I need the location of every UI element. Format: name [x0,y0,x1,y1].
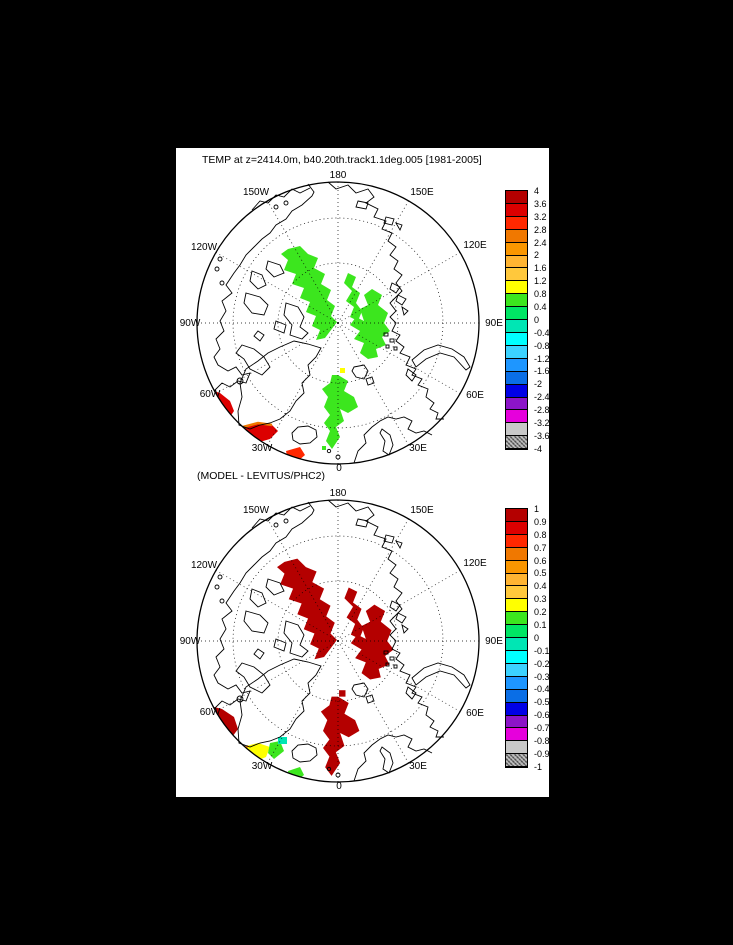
small-specks [322,329,382,450]
meridian-label: 120W [191,560,218,571]
colorbar-cell [506,320,527,333]
colorbar-cell [506,547,527,561]
colorbar-cell [506,560,527,574]
fram-point-patch [339,690,346,697]
meridian-label: 30E [409,761,427,772]
pole-sliver-patch [344,273,362,321]
colorbar-cell [506,625,527,639]
colorbar-cell [506,307,527,321]
colorbar-cell [506,650,527,664]
colorbar-cell [506,397,527,411]
colorbar-cell [506,728,527,742]
colorbar-cell [506,586,527,600]
colorbar-cell [506,332,527,346]
irminger-fringe [242,421,273,429]
colorbar-cell [506,358,527,372]
small-specks [373,647,386,668]
meridian-label: 0 [336,781,342,792]
fram-point-patch [340,368,345,373]
colorbar-cell [506,638,527,651]
colorbar-cell [506,663,527,677]
meridian-label: 180 [330,488,347,499]
colorbar-cell [506,702,527,716]
colorbar-cell [506,268,527,282]
colorbar-cell [506,191,527,204]
meridian-label: 120E [463,558,487,569]
meridian-label: 90W [180,318,201,329]
anomaly-patches-top [204,182,390,461]
meridian-label: 60W [200,707,221,718]
colorbar-bottom: 1 0.9 0.8 0.7 0.6 0.5 0.4 0.3 0.2 0.1 0 -0.1 -0.2 -0.… [505,505,549,771]
colorbar-cell [506,410,527,424]
plot-subtitle: (MODEL - LEVITUS/PHC2) [197,470,325,482]
meridian-label: 90W [180,636,201,647]
fram-strait-patch [322,375,358,449]
irminger-teal-spot [278,737,287,744]
colorbar-cell [506,384,527,398]
colorbar-cell [506,203,527,217]
meridian-label: 60E [466,390,484,401]
colorbar-cell [506,599,527,613]
colorbar-cell [506,371,527,385]
meridian-label: 120E [463,240,487,251]
colorbar-cell [506,229,527,243]
meridian-label: 90E [485,318,503,329]
colorbar-cell [506,715,527,729]
meridian-label: 150E [410,187,434,198]
colorbar-cell [506,255,527,269]
colorbar-cell [506,741,527,755]
colorbar-cell [506,573,527,587]
meridian-label: 0 [336,463,342,474]
colorbar-cell [506,689,527,703]
colorbar-cell [506,509,527,522]
meridian-label: 60E [466,708,484,719]
meridian-label: 150E [410,505,434,516]
meridian-label: 150W [243,187,270,198]
meridian-labels-bottom: 180 150W 120W 90W 60W 30W 0 30E 60E 90E … [180,488,504,792]
colorbar-cell [506,423,527,437]
colorbar-cell [506,612,527,626]
central-arctic-patch [281,246,337,340]
colorbar-ticks: 4 3.6 3.2 2.8 2.4 2 1.6 1.2 0.8 0.4 0 -0.4 -0.8 -1.2-… [534,186,549,454]
colorbar-top: 4 3.6 3.2 2.8 2.4 2 1.6 1.2 0.8 0.4 0 -0.4 -0.8 -1.2-… [505,187,549,453]
meridian-label: 90E [485,636,503,647]
meridian-label: 60W [200,389,221,400]
arctic-map-top: 180 150W 120W 90W 60W 30W 0 30E 60E 90E … [180,170,504,474]
irminger-green-patch [268,741,284,759]
meridian-label: 30E [409,443,427,454]
colorbar-cell [506,294,527,308]
meridian-label: 120W [191,242,218,253]
colorbar-cell [506,216,527,230]
meridian-labels-top: 180 150W 120W 90W 60W 30W 0 30E 60E 90E … [180,170,504,474]
arctic-map-bottom: 180 150W 120W 90W 60W 30W 0 30E 60E 90E … [180,488,504,792]
plot-title: TEMP at z=2414.0m, b40.20th.track1.1deg.… [202,154,482,166]
meridian-label: 150W [243,505,270,516]
colorbar-cell [506,345,527,359]
colorbar-cell [506,521,527,535]
colorbar-cell [506,436,527,450]
meridian-label: 30W [252,443,273,454]
colorbar-ticks: 1 0.9 0.8 0.7 0.6 0.5 0.4 0.3 0.2 0.1 0 -0.1 -0.2 -0.… [534,504,549,772]
colorbar-cell [506,242,527,256]
colorbar-cell [506,676,527,690]
colorbar-cell [506,754,527,768]
central-arctic-patch [277,558,337,660]
anomaly-patches-bottom [202,558,394,781]
colorbar-cell [506,281,527,295]
colorbar-cell [506,534,527,548]
plot-panel: TEMP at z=2414.0m, b40.20th.track1.1deg.… [176,148,549,797]
fram-strait-patch [320,696,360,776]
meridian-label: 30W [252,761,273,772]
meridian-label: 180 [330,170,347,181]
